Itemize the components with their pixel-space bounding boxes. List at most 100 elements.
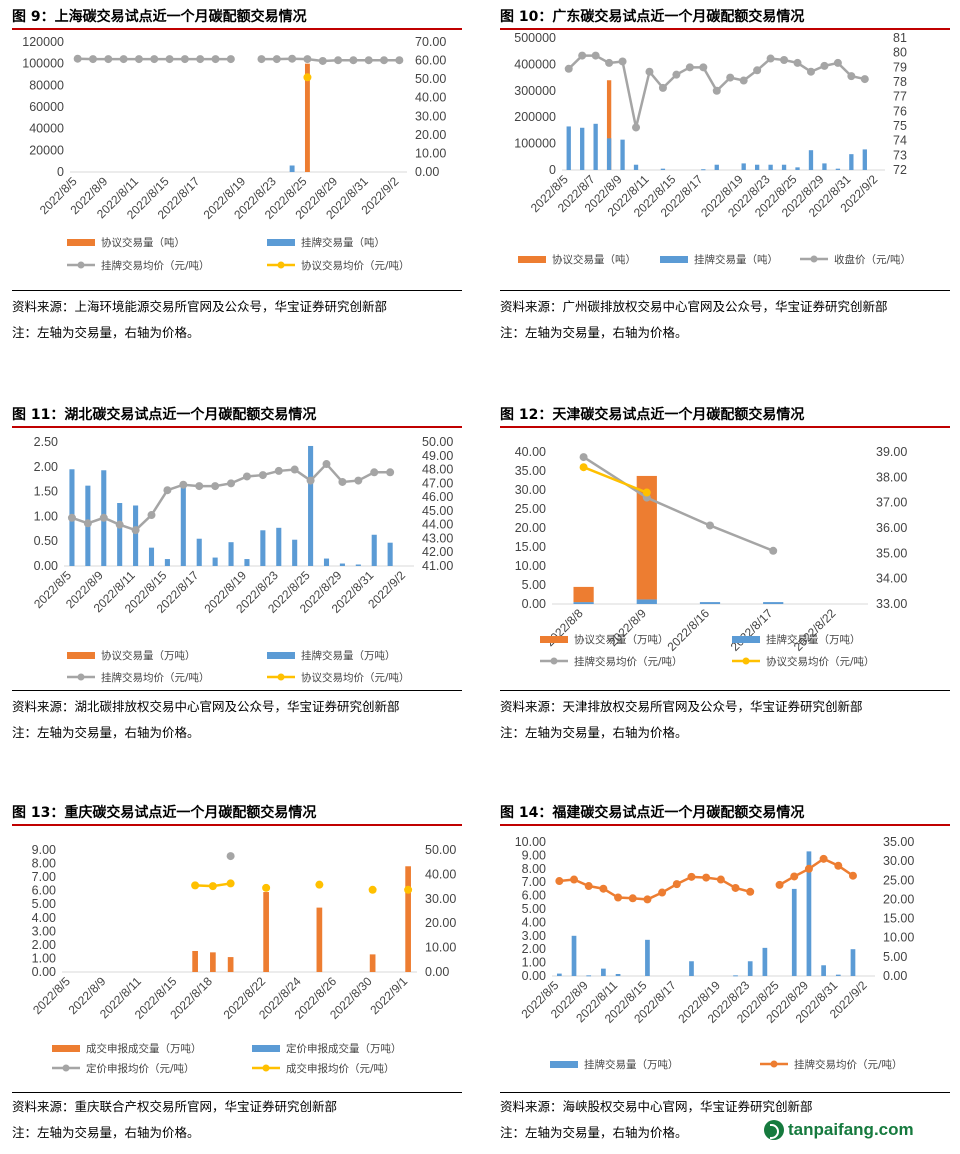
title-rule	[12, 426, 462, 428]
legend-marker	[770, 1060, 778, 1068]
left-axis-tick: 9.00	[522, 848, 546, 862]
legend-marker	[277, 261, 285, 269]
left-axis-tick: 1.00	[32, 951, 56, 965]
bar	[636, 599, 657, 604]
left-axis-tick: 2.00	[32, 938, 56, 952]
bar	[180, 482, 186, 566]
legend-label: 协议交易均价（元/吨）	[301, 671, 410, 684]
left-axis-tick: 9.00	[32, 843, 56, 857]
right-axis-tick: 5.00	[883, 950, 907, 964]
right-axis-tick: 45.00	[422, 504, 453, 518]
bar	[821, 965, 826, 976]
bar	[808, 150, 814, 170]
bar	[292, 539, 298, 566]
legend-label: 挂牌交易量（万吨）	[301, 649, 396, 662]
right-axis-tick: 70.00	[415, 35, 446, 49]
bar	[645, 939, 650, 976]
left-axis-tick: 25.00	[515, 502, 546, 516]
chart-title: 图 9：上海碳交易试点近一个月碳配额交易情况	[12, 9, 307, 25]
legend-marker	[810, 255, 818, 263]
left-axis-tick: 500000	[514, 31, 556, 45]
note-text: 注：左轴为交易量，右轴为价格。	[12, 1125, 200, 1140]
data-point	[208, 882, 217, 891]
data-point	[848, 871, 857, 880]
left-axis-tick: 7.00	[32, 870, 56, 884]
legend-marker	[62, 1064, 70, 1072]
left-axis-tick: 40.00	[515, 445, 546, 459]
right-axis-tick: 41.00	[422, 559, 453, 573]
data-point	[685, 63, 694, 72]
right-axis-tick: 10.00	[415, 146, 446, 160]
legend-swatch	[252, 1045, 280, 1052]
data-point	[739, 76, 748, 85]
legend-swatch	[67, 239, 95, 246]
data-point	[370, 468, 379, 477]
data-point	[643, 895, 652, 904]
bar	[371, 534, 377, 566]
data-point	[806, 67, 815, 76]
left-axis-tick: 0	[549, 163, 556, 177]
source-rule	[500, 1092, 950, 1093]
bar	[754, 164, 760, 170]
bar	[795, 167, 800, 170]
data-point	[226, 879, 235, 888]
legend-swatch	[267, 652, 295, 659]
right-axis-tick: 25.00	[883, 873, 914, 887]
right-axis-tick: 15.00	[883, 912, 914, 926]
chart-notes: 资料来源：天津排放权交易所官网及公众号，华宝证券研究创新部 注：左轴为交易量，右…	[500, 694, 950, 746]
chart-svg: 0100000200000300000400000500000727374757…	[514, 31, 911, 266]
right-axis-tick: 40.00	[415, 91, 446, 105]
right-axis-tick: 75	[893, 119, 907, 133]
data-point	[364, 56, 373, 65]
chart-svg: 0.001.002.003.004.005.006.007.008.009.00…	[515, 835, 915, 1071]
bar	[835, 974, 841, 976]
data-point	[242, 472, 251, 481]
data-point	[380, 56, 389, 65]
data-point	[165, 55, 174, 64]
bar	[210, 952, 216, 972]
legend-label: 定价申报均价（元/吨）	[86, 1062, 195, 1075]
right-axis-tick: 0.00	[425, 965, 449, 979]
legend-label: 协议交易量（万吨）	[574, 633, 669, 646]
chart-title: 图 10：广东碳交易试点近一个月碳配额交易情况	[500, 9, 805, 25]
data-point	[99, 513, 108, 522]
data-point	[584, 882, 593, 891]
right-axis-tick: 30.00	[883, 854, 914, 868]
bar	[660, 168, 666, 170]
data-point	[115, 520, 124, 529]
left-axis-tick: 0.00	[522, 969, 546, 983]
data-point	[658, 888, 667, 897]
legend-marker	[77, 261, 85, 269]
bar	[806, 851, 812, 976]
data-point	[672, 70, 681, 79]
data-point	[303, 55, 312, 64]
bar	[733, 975, 738, 977]
bar	[316, 907, 323, 972]
right-axis-tick: 30.00	[425, 892, 456, 906]
bar	[276, 527, 282, 566]
left-axis-tick: 1.00	[34, 509, 58, 523]
title-rule	[500, 824, 950, 826]
right-axis-tick: 74	[893, 134, 907, 148]
right-axis-tick: 0.00	[883, 969, 907, 983]
data-point	[163, 486, 172, 495]
data-point	[227, 479, 236, 488]
bar	[263, 892, 269, 972]
legend-label: 挂牌交易均价（元/吨）	[794, 1058, 903, 1071]
right-axis-tick: 50.00	[415, 72, 446, 86]
title-rule	[12, 824, 462, 826]
data-point	[591, 51, 600, 60]
legend-marker	[277, 673, 285, 681]
right-axis-tick: 20.00	[415, 128, 446, 142]
data-point	[272, 55, 281, 64]
data-point	[338, 477, 347, 486]
x-axis-tick: 2022/8/5	[30, 974, 73, 1017]
left-axis-tick: 400000	[514, 57, 556, 71]
data-point	[570, 875, 579, 884]
right-axis-tick: 43.00	[422, 531, 453, 545]
legend-label: 挂牌交易量（吨）	[301, 236, 385, 249]
data-point	[712, 86, 721, 95]
data-point	[368, 885, 377, 894]
legend-label: 协议交易量（吨）	[552, 253, 636, 266]
right-axis-tick: 49.00	[422, 449, 453, 463]
